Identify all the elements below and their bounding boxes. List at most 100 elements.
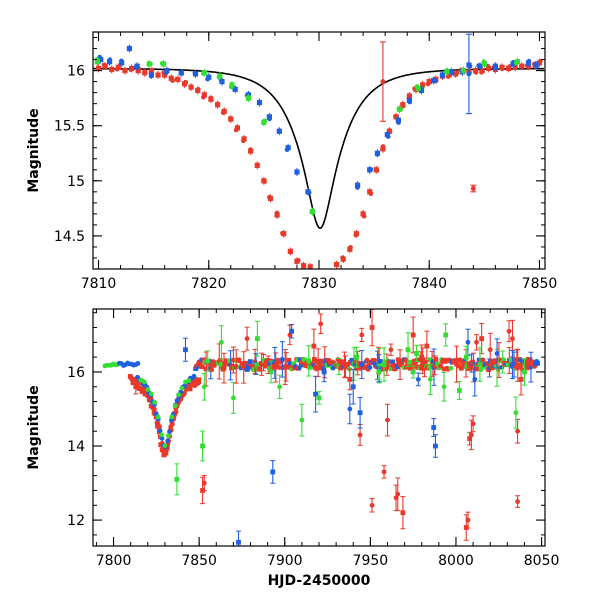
data-point — [468, 432, 474, 438]
data-point — [400, 510, 406, 516]
data-point — [307, 266, 313, 269]
data-point — [359, 332, 365, 338]
data-point — [474, 339, 479, 345]
data-point — [486, 65, 492, 71]
data-point — [426, 79, 432, 85]
data-point — [357, 410, 363, 416]
data-point — [182, 390, 187, 396]
data-point — [165, 433, 171, 439]
data-point — [479, 69, 484, 75]
data-point — [246, 95, 252, 100]
data-point — [264, 358, 270, 363]
data-point — [466, 71, 472, 77]
data-point — [234, 125, 241, 131]
data-point — [127, 374, 133, 379]
data-point — [403, 357, 409, 363]
data-point — [515, 428, 521, 434]
data-point — [201, 92, 207, 98]
data-point — [435, 361, 441, 367]
data-point — [340, 359, 346, 365]
data-point — [347, 406, 353, 412]
data-point — [133, 65, 138, 70]
data-point — [205, 76, 210, 82]
data-point — [463, 354, 469, 360]
data-point — [101, 62, 107, 68]
data-point — [163, 450, 169, 456]
data-point — [527, 357, 533, 363]
data-point — [167, 429, 172, 435]
data-point — [267, 116, 272, 122]
model-curve — [93, 67, 544, 230]
data-point — [489, 365, 495, 371]
data-point — [187, 386, 193, 392]
data-point — [169, 417, 174, 423]
data-point — [481, 59, 487, 64]
data-point — [174, 76, 180, 82]
data-point — [311, 343, 317, 349]
data-point — [236, 539, 241, 545]
data-point — [427, 357, 433, 363]
data-point — [280, 230, 285, 236]
data-point — [474, 366, 480, 372]
data-point — [354, 354, 360, 360]
bottom-data-points — [102, 309, 540, 546]
data-point — [328, 359, 334, 365]
data-point — [284, 147, 290, 153]
data-point — [119, 58, 124, 64]
bottom-axis-ticks: 7800 7850 7900 7950 8000 8050 12 14 16 — [67, 309, 559, 569]
data-point — [174, 398, 180, 403]
data-point — [227, 358, 233, 364]
data-point — [176, 392, 182, 398]
x-tick-label: 7840 — [411, 276, 447, 292]
top-plot-frame — [92, 31, 546, 270]
data-point — [321, 369, 327, 375]
data-point — [247, 359, 253, 365]
data-point — [179, 71, 185, 76]
x-tick-label: 8050 — [524, 553, 560, 569]
data-point — [270, 363, 276, 369]
data-point — [518, 376, 524, 382]
data-point — [385, 417, 390, 423]
data-point — [438, 363, 443, 369]
data-point — [135, 361, 141, 366]
x-tick-label: 7950 — [353, 553, 389, 569]
data-point — [257, 366, 263, 372]
data-point — [179, 385, 185, 391]
data-point — [463, 525, 469, 530]
x-tick-label: 7820 — [191, 276, 227, 292]
data-point — [472, 376, 478, 382]
data-point — [254, 336, 260, 342]
data-point — [390, 359, 395, 365]
y-tick-label: 14.5 — [54, 229, 85, 245]
data-point — [361, 213, 367, 219]
data-point — [433, 357, 439, 362]
data-point — [465, 517, 471, 523]
data-point — [96, 66, 101, 71]
data-point — [133, 384, 139, 390]
data-point — [526, 361, 532, 367]
data-point — [431, 425, 437, 430]
data-point — [470, 186, 476, 192]
data-point — [415, 376, 421, 382]
data-point — [398, 107, 403, 112]
data-point — [274, 210, 280, 216]
data-point — [396, 120, 401, 125]
data-point — [148, 61, 153, 67]
data-point — [201, 94, 206, 100]
data-point — [217, 358, 223, 363]
data-point — [532, 62, 538, 68]
data-point — [201, 480, 207, 486]
x-tick-label: 7850 — [181, 553, 217, 569]
data-point — [389, 366, 394, 372]
data-point — [368, 167, 374, 172]
data-point — [337, 359, 343, 365]
data-point — [470, 421, 476, 427]
x-tick-label: 7850 — [522, 276, 558, 292]
data-point — [385, 134, 391, 139]
data-point — [368, 191, 374, 196]
data-point — [374, 168, 380, 173]
data-point — [394, 364, 400, 370]
data-point — [508, 357, 514, 363]
data-point — [244, 336, 250, 342]
data-point — [188, 85, 194, 90]
